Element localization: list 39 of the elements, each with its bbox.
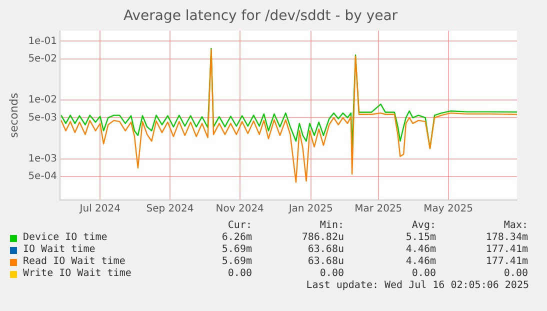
y-tick-label: 1e-02: [28, 94, 58, 106]
text: 178.34m: [484, 232, 528, 244]
text: 63.68u: [306, 244, 344, 256]
text: 5.69m: [220, 244, 252, 256]
text: 5.15m: [404, 232, 436, 244]
text: 4.46m: [404, 244, 436, 256]
text: Avg:: [410, 220, 436, 232]
y-tick-label: 5e-04: [28, 171, 58, 182]
text: 0.00: [410, 268, 436, 280]
text: Cur:: [226, 220, 252, 232]
text: 786.82u: [300, 232, 344, 244]
text: 177.41m: [484, 244, 528, 256]
text: 4.46m: [404, 256, 436, 268]
legend-label: Write IO Wait time: [23, 268, 132, 280]
text: Max:: [502, 220, 528, 232]
x-tick-label: Jul 2024: [78, 204, 120, 215]
x-tick-label: May 2025: [424, 204, 473, 215]
text: 177.41m: [484, 256, 528, 268]
x-tick-label: Sep 2024: [146, 204, 194, 215]
y-axis-title: seconds: [7, 92, 20, 138]
y-tick-label: 1e-03: [28, 153, 58, 164]
y-tick-label: 1e-01: [28, 36, 58, 47]
chart-title: Average latency for /dev/sddt - by year: [123, 8, 398, 24]
text: 0.00: [226, 268, 252, 280]
x-tick-label: Jan 2025: [288, 204, 333, 215]
y-tick-label: 5e-03: [28, 112, 58, 124]
legend-label: IO Wait time: [23, 244, 96, 256]
text: 0.00: [318, 268, 344, 280]
text: 0.00: [502, 268, 528, 280]
legend-label: Device IO time: [23, 232, 108, 244]
x-tick-label: Mar 2025: [354, 204, 402, 215]
x-tick-label: Nov 2024: [216, 204, 264, 215]
legend-label: Read IO Wait time: [23, 256, 126, 268]
text: 5.69m: [220, 256, 252, 268]
text: 6.26m: [220, 232, 252, 244]
text: 63.68u: [306, 256, 344, 268]
text: Min:: [318, 220, 344, 232]
y-tick-label: 5e-02: [28, 53, 58, 64]
text: Last update: Wed Jul 16 02:05:06 2025: [305, 280, 530, 292]
